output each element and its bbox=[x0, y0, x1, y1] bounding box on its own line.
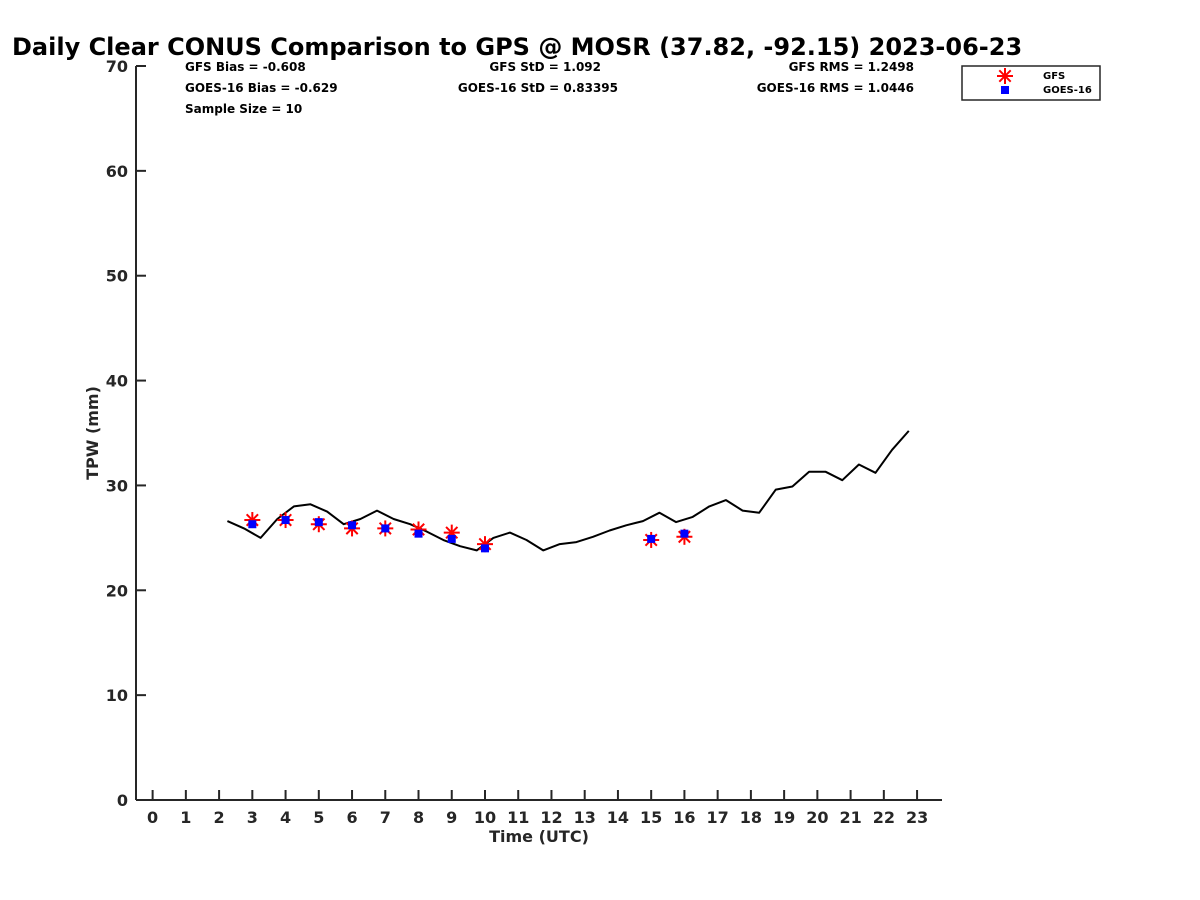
x-axis-label: Time (UTC) bbox=[489, 827, 589, 846]
stat-gfs-rms: GFS RMS = 1.2498 bbox=[789, 60, 914, 74]
y-tick-label-0: 0 bbox=[117, 791, 128, 810]
stats-block: GFS Bias = -0.608 GOES-16 Bias = -0.629 … bbox=[185, 60, 914, 116]
stat-gfs-std: GFS StD = 1.092 bbox=[489, 60, 601, 74]
y-tick-label-50: 50 bbox=[106, 267, 128, 286]
x-tick-label-18: 18 bbox=[740, 808, 762, 827]
series-goes-16-point-0 bbox=[248, 520, 257, 529]
legend-goes-marker bbox=[1001, 86, 1009, 94]
series-goes-16-point-5 bbox=[414, 529, 423, 538]
series-goes-16-point-1 bbox=[281, 516, 290, 525]
chart-title: Daily Clear CONUS Comparison to GPS @ MO… bbox=[12, 33, 1022, 61]
x-tick-label-17: 17 bbox=[707, 808, 729, 827]
y-tick-label-10: 10 bbox=[106, 686, 128, 705]
x-tick-label-20: 20 bbox=[806, 808, 828, 827]
x-tick-label-15: 15 bbox=[640, 808, 662, 827]
x-tick-label-16: 16 bbox=[673, 808, 695, 827]
x-tick-label-22: 22 bbox=[873, 808, 895, 827]
series-goes-16-point-4 bbox=[381, 524, 390, 533]
series-gps-line bbox=[226, 430, 910, 552]
y-axis-label: TPW (mm) bbox=[83, 386, 102, 480]
x-tick-label-14: 14 bbox=[607, 808, 629, 827]
x-tick-label-23: 23 bbox=[906, 808, 928, 827]
stat-goes-std: GOES-16 StD = 0.83395 bbox=[458, 81, 618, 95]
y-tick-label-60: 60 bbox=[106, 162, 128, 181]
x-tick-label-5: 5 bbox=[313, 808, 324, 827]
legend-gfs-label: GFS bbox=[1043, 71, 1065, 82]
series-goes-16-point-7 bbox=[480, 544, 489, 553]
series-goes-16-point-6 bbox=[447, 534, 456, 543]
x-tick-label-12: 12 bbox=[540, 808, 562, 827]
x-tick-label-1: 1 bbox=[180, 808, 191, 827]
stat-gfs-bias: GFS Bias = -0.608 bbox=[185, 60, 306, 74]
legend: GFS GOES-16 bbox=[961, 65, 1101, 101]
legend-box bbox=[961, 65, 1101, 101]
series-goes-16-point-9 bbox=[680, 529, 689, 538]
series-goes-16-point-8 bbox=[647, 534, 656, 543]
x-tick-label-2: 2 bbox=[214, 808, 225, 827]
y-tick-label-70: 70 bbox=[106, 57, 128, 76]
stat-goes-rms: GOES-16 RMS = 1.0446 bbox=[757, 81, 914, 95]
y-tick-label-20: 20 bbox=[106, 581, 128, 600]
x-tick-label-7: 7 bbox=[380, 808, 391, 827]
x-tick-label-10: 10 bbox=[474, 808, 496, 827]
legend-goes-label: GOES-16 bbox=[1043, 85, 1092, 96]
x-tick-label-6: 6 bbox=[346, 808, 357, 827]
series-goes-16-point-2 bbox=[314, 518, 323, 527]
x-tick-label-0: 0 bbox=[147, 808, 158, 827]
stat-goes-bias: GOES-16 Bias = -0.629 bbox=[185, 81, 338, 95]
x-tick-label-4: 4 bbox=[280, 808, 291, 827]
x-tick-label-8: 8 bbox=[413, 808, 424, 827]
y-tick-label-40: 40 bbox=[106, 372, 128, 391]
series-goes-16-point-3 bbox=[348, 521, 357, 530]
x-tick-label-21: 21 bbox=[839, 808, 861, 827]
x-tick-label-9: 9 bbox=[446, 808, 457, 827]
legend-gfs-marker bbox=[997, 68, 1013, 84]
x-tick-label-11: 11 bbox=[507, 808, 529, 827]
x-tick-label-19: 19 bbox=[773, 808, 795, 827]
stat-sample-size: Sample Size = 10 bbox=[185, 102, 302, 116]
y-tick-label-30: 30 bbox=[106, 476, 128, 495]
x-tick-label-3: 3 bbox=[247, 808, 258, 827]
x-tick-label-13: 13 bbox=[574, 808, 596, 827]
